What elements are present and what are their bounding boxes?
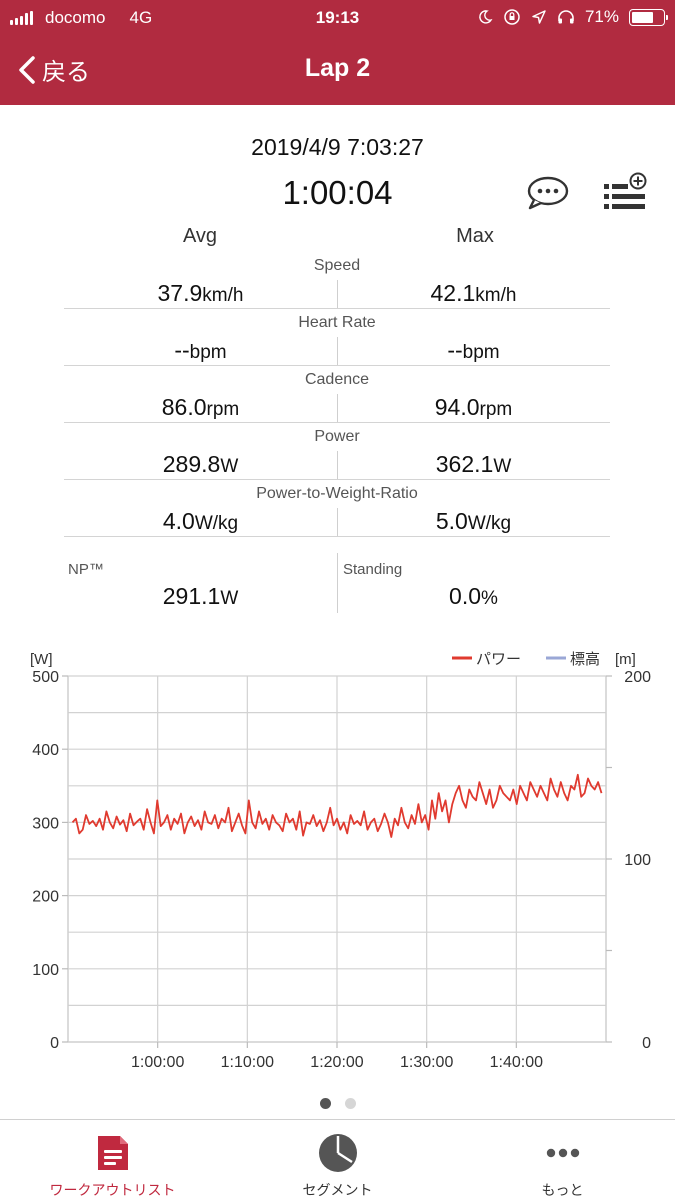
tab-label: セグメント — [302, 1182, 373, 1198]
x-tick-label: 1:00:00 — [131, 1054, 184, 1071]
metric-avg: --bpm — [174, 337, 227, 363]
y-tick-label: 100 — [32, 962, 59, 979]
signal-icon — [10, 11, 33, 25]
metric-label: Power-to-Weight-Ratio — [256, 485, 418, 502]
tab-workout-list[interactable]: ワークアウトリスト — [0, 1120, 225, 1200]
location-icon — [532, 10, 546, 24]
page-title: Lap 2 — [304, 54, 371, 82]
status-time: 19:13 — [315, 8, 360, 27]
tab-more[interactable]: もっと — [450, 1120, 675, 1200]
metric-avg: 4.0W/kg — [162, 508, 239, 534]
y-tick-label: 0 — [50, 1035, 59, 1052]
power-chart[interactable]: 0 100 200 300 400 500 0 100 200 1:00:00 1:10:00 1:2… — [0, 640, 675, 1080]
left-axis-unit: [W] — [30, 651, 53, 668]
metric-avg: 86.0rpm — [161, 394, 240, 420]
page-indicator — [0, 1098, 675, 1109]
chevron-left-icon — [19, 55, 35, 84]
x-tick-label: 1:10:00 — [221, 1054, 274, 1071]
tab-bar: ワークアウトリスト セグメント もっと — [0, 1119, 675, 1200]
y2-tick-label: 200 — [624, 669, 651, 686]
metric-max: 42.1km/h — [430, 280, 517, 306]
metric-row-heart-rate: Heart Rate --bpm --bpm — [64, 309, 610, 366]
metric-avg: 37.9km/h — [157, 280, 244, 306]
battery-level — [632, 11, 654, 23]
nav-bar: 戻る Lap 2 — [0, 40, 675, 100]
x-tick-label: 1:40:00 — [490, 1054, 543, 1071]
right-axis-unit: [m] — [615, 651, 636, 668]
status-bar: docomo 4G 19:13 71% — [0, 0, 675, 36]
y2-tick-label: 0 — [642, 1035, 651, 1052]
workout-date: 2019/4/9 7:03:27 — [251, 134, 424, 160]
power-series-line — [71, 773, 603, 838]
x-tick-label: 1:20:00 — [310, 1054, 363, 1071]
document-icon — [97, 1136, 128, 1170]
workout-duration: 1:00:04 — [282, 174, 393, 211]
metric-label: Cadence — [304, 371, 370, 388]
status-left: docomo 4G — [10, 8, 152, 28]
battery-icon — [629, 8, 668, 26]
metric-row-power-to-weight: Power-to-Weight-Ratio 4.0W/kg 5.0W/kg — [64, 480, 610, 537]
headphones-icon — [558, 10, 574, 24]
add-list-button[interactable] — [602, 172, 648, 214]
y-tick-label: 500 — [32, 669, 59, 686]
rotation-lock-icon — [504, 9, 520, 25]
metric-row-speed: Speed 37.9km/h 42.1km/h — [64, 252, 610, 309]
legend-label-elevation: 標高 — [570, 650, 600, 668]
page-dot-1[interactable] — [319, 1098, 331, 1109]
standing-label: Standing — [343, 561, 403, 578]
carrier-name: docomo — [45, 8, 106, 27]
network-type: 4G — [129, 8, 153, 27]
metrics-table: Speed 37.9km/h 42.1km/h Heart Rate --bpm… — [64, 252, 610, 537]
back-label: 戻る — [42, 59, 90, 86]
metric-row-power: Power 289.8W 362.1W — [64, 423, 610, 480]
more-icon — [546, 1148, 579, 1158]
page-dot-2[interactable] — [344, 1098, 356, 1109]
y-tick-label: 300 — [32, 815, 59, 832]
metric-row-cadence: Cadence 86.0rpm 94.0rpm — [64, 366, 610, 423]
max-column-header: Max — [456, 225, 494, 247]
pie-chart-icon — [318, 1134, 357, 1172]
np-label: NP™ — [68, 561, 104, 578]
metric-max: --bpm — [447, 337, 500, 363]
battery-percent: 71% — [584, 7, 619, 26]
metric-avg: 289.8W — [162, 451, 239, 477]
metric-label: Speed — [313, 257, 361, 274]
metric-label: Power — [314, 428, 360, 445]
avg-column-header: Avg — [182, 225, 218, 247]
moon-icon — [479, 10, 493, 24]
y-tick-label: 400 — [32, 742, 59, 759]
status-right: 71% — [477, 7, 668, 27]
np-value: 291.1W — [162, 583, 239, 609]
metric-max: 94.0rpm — [434, 394, 513, 420]
y-tick-label: 200 — [32, 889, 59, 906]
y2-tick-label: 100 — [624, 852, 651, 869]
standing-value: 0.0% — [449, 583, 498, 609]
extra-metrics: NP™ Standing 291.1W 0.0% — [64, 553, 610, 613]
metric-label: Heart Rate — [298, 314, 376, 331]
x-tick-label: 1:30:00 — [400, 1054, 453, 1071]
tab-label: ワークアウトリスト — [49, 1182, 176, 1198]
metric-max: 5.0W/kg — [435, 508, 512, 534]
back-button[interactable]: 戻る — [18, 52, 90, 87]
tab-label: もっと — [541, 1182, 584, 1198]
tab-segment[interactable]: セグメント — [225, 1120, 450, 1200]
top-bar: docomo 4G 19:13 71% 戻る Lap 2 — [0, 0, 675, 105]
comment-button[interactable] — [526, 175, 570, 211]
metric-max: 362.1W — [435, 451, 512, 477]
legend-label-power: パワー — [476, 650, 521, 668]
